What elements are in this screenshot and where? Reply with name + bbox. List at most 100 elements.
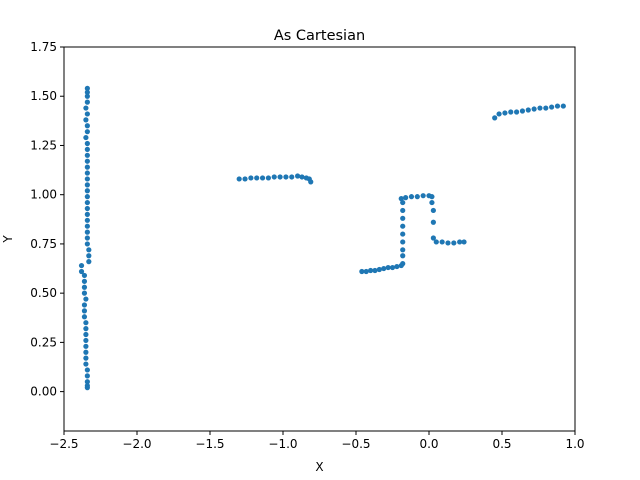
data-point xyxy=(439,239,445,245)
y-tick-label: 1.00 xyxy=(30,188,57,202)
data-point xyxy=(242,176,248,182)
data-point xyxy=(84,188,90,194)
y-tick-label: 1.75 xyxy=(30,40,57,54)
data-point xyxy=(84,99,90,105)
data-point xyxy=(84,194,90,200)
plot-frame xyxy=(63,46,576,432)
data-point xyxy=(84,367,90,373)
y-tick-label: 1.25 xyxy=(30,138,57,152)
data-point xyxy=(363,268,369,275)
data-point xyxy=(414,194,420,200)
data-point xyxy=(84,93,90,99)
data-point xyxy=(86,247,92,253)
data-point xyxy=(83,326,89,332)
data-point xyxy=(83,349,89,355)
data-point xyxy=(429,199,435,206)
data-point xyxy=(78,262,85,269)
data-point xyxy=(385,264,391,271)
y-tick-label: 0.00 xyxy=(30,385,57,399)
data-point xyxy=(400,231,406,237)
data-point xyxy=(84,158,90,164)
x-tick-label: −2.0 xyxy=(122,437,151,451)
data-point xyxy=(283,174,289,180)
y-tick-label: 0.25 xyxy=(30,335,57,349)
data-point xyxy=(543,105,549,111)
data-point xyxy=(502,110,508,116)
data-point xyxy=(368,267,374,274)
data-point xyxy=(81,284,88,290)
x-tick-label: −1.5 xyxy=(195,437,224,451)
data-point xyxy=(84,373,90,379)
data-point xyxy=(83,355,89,361)
data-point xyxy=(83,337,89,344)
data-point xyxy=(457,239,463,245)
data-point xyxy=(400,223,406,229)
data-point xyxy=(84,217,90,223)
data-point xyxy=(83,331,89,338)
data-point xyxy=(236,176,242,182)
data-point xyxy=(84,223,90,229)
data-point xyxy=(430,235,436,241)
data-point xyxy=(81,278,88,284)
data-point xyxy=(271,174,277,180)
data-point xyxy=(84,182,90,188)
data-point xyxy=(430,219,436,225)
data-point xyxy=(554,103,561,109)
data-point xyxy=(84,123,90,129)
x-tick-label: −1.0 xyxy=(268,437,297,451)
data-point xyxy=(461,239,467,245)
data-point xyxy=(277,174,283,180)
data-point xyxy=(84,211,90,217)
data-point xyxy=(400,215,406,221)
data-point xyxy=(81,272,88,279)
data-point xyxy=(84,241,90,247)
data-point xyxy=(359,268,365,275)
x-tick-label: −2.5 xyxy=(49,437,78,451)
data-point xyxy=(81,290,88,296)
data-point xyxy=(408,194,415,200)
x-axis-ticks: −2.5 −2.0 −1.5 −1.0 −0.5 0.0 0.5 1.0 xyxy=(49,431,585,451)
data-point xyxy=(86,253,92,259)
y-axis-ticks: 0.00 0.25 0.50 0.75 1.00 1.25 1.50 1.75 xyxy=(30,40,64,399)
data-point xyxy=(525,107,531,113)
x-axis-label: X xyxy=(315,460,323,474)
data-point xyxy=(289,174,295,180)
data-point xyxy=(430,207,436,214)
data-point xyxy=(389,264,396,271)
data-point xyxy=(81,308,88,314)
data-point xyxy=(84,85,90,91)
chart-title: As Cartesian xyxy=(274,28,365,44)
data-point xyxy=(381,265,387,272)
data-point xyxy=(83,134,89,141)
x-tick-label: 1.0 xyxy=(565,437,584,451)
data-point xyxy=(299,174,305,180)
y-tick-label: 0.50 xyxy=(30,286,57,300)
data-point xyxy=(420,193,426,199)
data-point xyxy=(560,103,566,109)
data-point xyxy=(400,261,406,267)
data-point xyxy=(84,229,90,235)
data-point xyxy=(84,111,90,117)
x-tick-label: 0.0 xyxy=(419,437,438,451)
data-point xyxy=(83,296,89,302)
data-point xyxy=(398,196,404,202)
data-point xyxy=(451,240,457,246)
x-tick-label: 0.5 xyxy=(492,437,511,451)
data-point xyxy=(400,253,406,259)
data-point xyxy=(372,267,378,274)
data-point xyxy=(429,194,435,200)
data-point xyxy=(83,105,89,111)
data-point xyxy=(254,175,260,181)
data-point xyxy=(84,379,90,385)
data-point xyxy=(86,259,92,265)
data-point xyxy=(83,117,89,123)
data-point xyxy=(537,105,543,111)
data-point xyxy=(496,111,502,117)
data-point xyxy=(84,170,90,176)
data-point xyxy=(84,164,90,170)
data-point xyxy=(265,175,271,181)
data-point xyxy=(508,109,514,115)
data-point xyxy=(549,104,555,110)
data-point xyxy=(519,108,526,114)
